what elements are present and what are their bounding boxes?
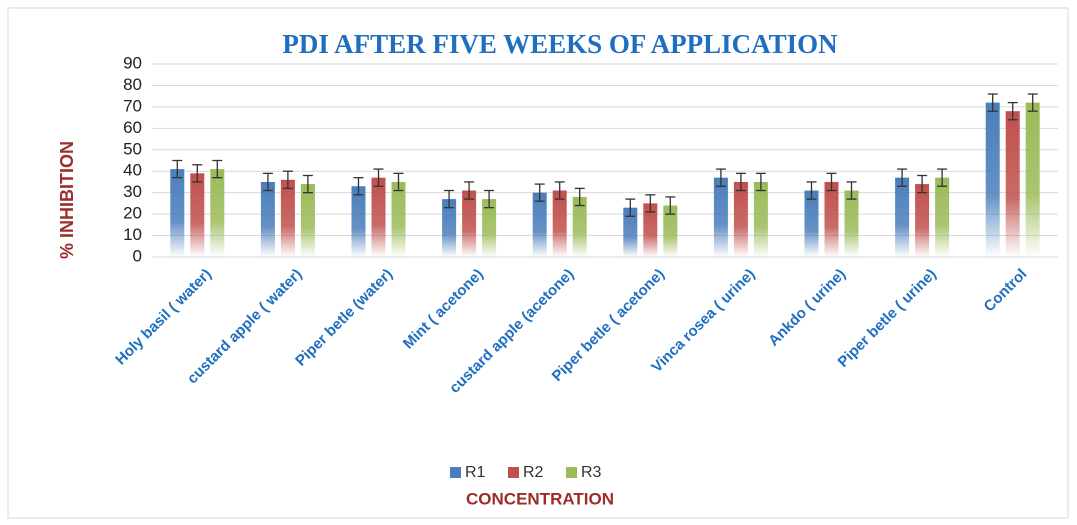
bar bbox=[935, 177, 950, 257]
bar bbox=[663, 205, 678, 257]
error-bar bbox=[464, 181, 475, 200]
bar bbox=[462, 190, 477, 257]
bar bbox=[643, 203, 658, 257]
error-bar bbox=[806, 181, 817, 200]
bar bbox=[1025, 102, 1040, 257]
y-tick-label: 70 bbox=[123, 96, 142, 115]
error-bar bbox=[645, 194, 656, 213]
y-tick-label: 80 bbox=[123, 75, 142, 94]
bar bbox=[300, 184, 315, 257]
bar bbox=[623, 207, 638, 257]
legend-label: R2 bbox=[523, 464, 544, 481]
bar bbox=[753, 181, 768, 257]
error-bar bbox=[917, 174, 928, 194]
error-bar bbox=[897, 168, 908, 187]
bar bbox=[442, 199, 457, 257]
bar bbox=[170, 169, 185, 257]
x-axis-label: CONCENTRATION bbox=[466, 489, 614, 508]
legend-label: R1 bbox=[465, 464, 486, 481]
error-bar bbox=[192, 164, 203, 183]
error-bar bbox=[302, 174, 313, 194]
error-bar bbox=[444, 189, 455, 209]
bar bbox=[190, 173, 205, 257]
error-bar bbox=[826, 172, 837, 192]
y-tick-label: 50 bbox=[123, 139, 142, 158]
legend-label: R3 bbox=[581, 464, 602, 481]
bar bbox=[280, 179, 295, 257]
y-tick-label: 30 bbox=[123, 182, 142, 201]
bar bbox=[572, 196, 587, 257]
legend-swatch bbox=[450, 467, 461, 478]
error-bar bbox=[665, 196, 676, 215]
y-axis-label: % INHIBITION bbox=[57, 141, 77, 259]
error-bar bbox=[1007, 101, 1018, 121]
error-bar bbox=[846, 181, 857, 200]
error-bar bbox=[172, 159, 183, 179]
bar bbox=[391, 181, 406, 257]
y-tick-label: 90 bbox=[123, 53, 142, 72]
y-tick-label: 40 bbox=[123, 161, 142, 180]
bar bbox=[1005, 111, 1020, 257]
bar bbox=[844, 190, 859, 257]
bar bbox=[371, 177, 386, 257]
bar bbox=[532, 192, 547, 257]
error-bar bbox=[1027, 93, 1038, 112]
error-bar bbox=[353, 177, 364, 196]
error-bar bbox=[937, 168, 948, 187]
y-tick-label: 10 bbox=[123, 225, 142, 244]
error-bar bbox=[282, 170, 293, 190]
error-bar bbox=[735, 172, 746, 192]
bar bbox=[552, 190, 567, 257]
y-tick-label: 0 bbox=[133, 246, 142, 265]
bar bbox=[482, 199, 497, 257]
bar bbox=[713, 177, 728, 257]
bar bbox=[260, 181, 275, 257]
error-bar bbox=[262, 172, 273, 192]
error-bar bbox=[373, 168, 384, 187]
error-bar bbox=[212, 159, 223, 179]
bar bbox=[351, 186, 366, 257]
error-bar bbox=[393, 172, 404, 192]
bar bbox=[985, 102, 1000, 257]
error-bar bbox=[554, 181, 565, 200]
y-tick-label: 60 bbox=[123, 118, 142, 137]
bar bbox=[824, 181, 839, 257]
bar bbox=[895, 177, 910, 257]
bar bbox=[733, 181, 748, 257]
legend-swatch bbox=[566, 467, 577, 478]
error-bar bbox=[625, 198, 636, 217]
bar bbox=[915, 184, 930, 257]
error-bar bbox=[755, 172, 766, 192]
bar bbox=[804, 190, 819, 257]
error-bar bbox=[484, 189, 495, 209]
chart-border bbox=[7, 7, 1069, 519]
legend-swatch bbox=[508, 467, 519, 478]
chart-title: PDI AFTER FIVE WEEKS OF APPLICATION bbox=[282, 29, 838, 59]
error-bar bbox=[534, 183, 545, 202]
error-bar bbox=[574, 187, 585, 207]
error-bar bbox=[987, 93, 998, 112]
error-bar bbox=[715, 168, 726, 187]
y-tick-label: 20 bbox=[123, 204, 142, 223]
bar bbox=[210, 169, 225, 257]
